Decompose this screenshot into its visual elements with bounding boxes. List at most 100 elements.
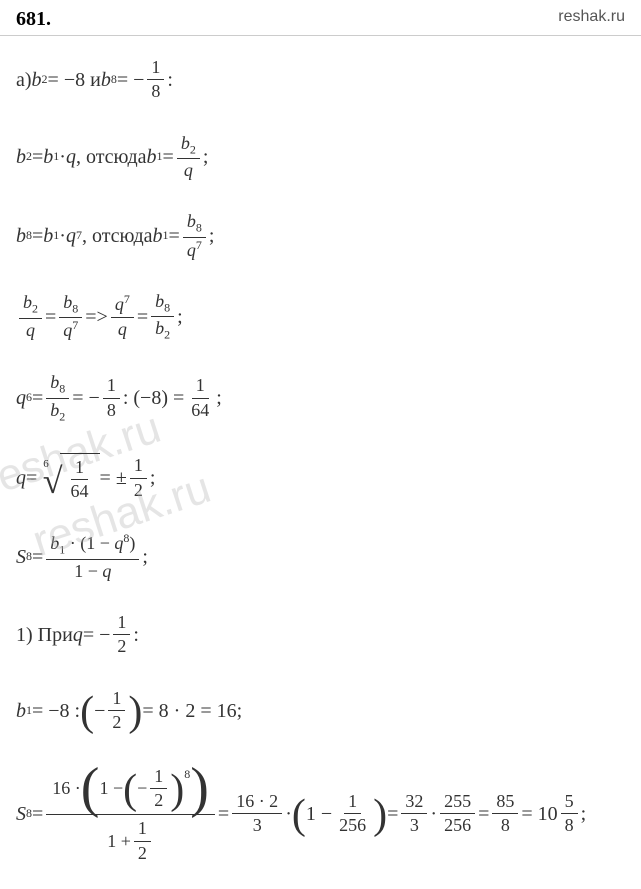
- eq: =: [478, 801, 489, 827]
- var-b: b: [32, 67, 42, 93]
- denominator: 2: [150, 789, 167, 812]
- fraction: 1 2: [108, 687, 125, 735]
- denominator: 3: [249, 814, 266, 837]
- numerator: 1: [344, 790, 361, 814]
- line-s8-calc: S8 = 16 · ( 1 − ( − 1 2 ) 8 ) 1 + 1: [16, 763, 625, 866]
- denominator: 256: [335, 814, 370, 837]
- denominator: 8: [561, 814, 578, 837]
- denominator: 1 + 1 2: [103, 815, 158, 865]
- fraction: 16 · 2 3: [232, 790, 282, 838]
- text: 1 +: [107, 830, 131, 853]
- text: · (1 −: [70, 533, 115, 553]
- numerator: b8: [183, 210, 206, 237]
- dot: ·: [59, 144, 66, 170]
- neg: −: [137, 777, 147, 800]
- content: а) b2 = −8 и b8 = − 1 8 : b2 = b1 · q , …: [0, 36, 641, 889]
- denominator: q7: [183, 238, 206, 262]
- text: = −: [83, 622, 111, 648]
- denominator: 8: [103, 399, 120, 422]
- numerator: q7: [111, 292, 134, 317]
- var-q: q: [66, 223, 76, 249]
- dot: ·: [430, 801, 437, 827]
- text: = −: [117, 67, 145, 93]
- var: b: [50, 400, 59, 420]
- fraction: 1 2: [150, 765, 167, 813]
- eq: =: [32, 544, 43, 570]
- text: ): [129, 533, 135, 553]
- denominator: 256: [440, 814, 475, 837]
- numerator: 85: [492, 790, 518, 814]
- root-body: 1 64: [60, 453, 100, 504]
- sub: 8: [164, 301, 170, 315]
- sup: 7: [72, 318, 78, 332]
- var-b: b: [16, 223, 26, 249]
- denominator: b2: [46, 399, 69, 425]
- numerator: 1: [130, 454, 147, 478]
- line-q-root: q = 6 √ 1 64 = ± 1 2 ;: [16, 453, 625, 504]
- paren: ): [373, 799, 387, 833]
- problem-number: 681.: [16, 8, 51, 31]
- numerator: 1: [134, 817, 151, 841]
- fraction: q7 q: [111, 292, 134, 341]
- numerator: 1: [147, 56, 164, 80]
- sub: 2: [164, 328, 170, 342]
- text: : (−8) =: [123, 385, 184, 411]
- var: b: [155, 318, 164, 338]
- fraction: b2 q: [177, 132, 200, 183]
- var-q: q: [66, 144, 76, 170]
- text: = 10: [521, 801, 557, 827]
- denominator: 1 − q: [70, 560, 115, 583]
- colon: :: [167, 67, 173, 93]
- dot: ·: [285, 801, 292, 827]
- fraction: 16 · ( 1 − ( − 1 2 ) 8 ) 1 + 1 2: [46, 763, 215, 866]
- numerator: 1: [108, 687, 125, 711]
- var-q: q: [16, 465, 26, 491]
- case-label: 1) При: [16, 622, 73, 648]
- text: , отсюда: [82, 223, 153, 249]
- fraction: 1 64: [67, 456, 93, 504]
- text: 1 −: [99, 777, 123, 800]
- fraction: 85 8: [492, 790, 518, 838]
- eq: =: [218, 801, 229, 827]
- dot: ·: [59, 223, 66, 249]
- text: = −8 и: [48, 67, 101, 93]
- semicolon: ;: [177, 304, 183, 330]
- fraction: b2 q: [19, 291, 42, 342]
- numerator: b2: [177, 132, 200, 159]
- numerator: b8: [151, 290, 174, 317]
- semicolon: ;: [209, 223, 215, 249]
- paren: ): [170, 774, 184, 808]
- fraction: 1 2: [113, 611, 130, 659]
- line-b2-formula: b2 = b1 · q , отсюда b1 = b2 q ;: [16, 132, 625, 183]
- paren: (: [123, 774, 137, 808]
- sub: 2: [59, 409, 65, 423]
- sub: 2: [32, 302, 38, 316]
- var: b: [23, 292, 32, 312]
- line-given: а) b2 = −8 и b8 = − 1 8 :: [16, 56, 625, 104]
- colon: :: [133, 622, 139, 648]
- fraction: b8 b2: [46, 371, 69, 424]
- eq: =: [32, 801, 43, 827]
- var-S: S: [16, 801, 26, 827]
- eq: =: [32, 385, 43, 411]
- var-q: q: [16, 385, 26, 411]
- var-b: b: [43, 223, 53, 249]
- fraction: 5 8: [561, 790, 578, 838]
- sub: 1: [59, 543, 65, 557]
- header: 681. reshak.ru: [0, 0, 641, 36]
- var-b: b: [16, 144, 26, 170]
- text: = −: [72, 385, 100, 411]
- line-b1-calc: b1 = −8 : ( − 1 2 ) = 8 · 2 = 16;: [16, 687, 625, 735]
- sub: 2: [190, 142, 196, 156]
- site-link[interactable]: reshak.ru: [558, 8, 625, 26]
- var-b: b: [16, 698, 26, 724]
- denominator: 64: [187, 399, 213, 422]
- numerator: 1: [103, 374, 120, 398]
- denominator: 8: [147, 80, 164, 103]
- line-ratio: b2 q = b8 q7 => q7 q = b8 b2 ;: [16, 290, 625, 343]
- var-b: b: [43, 144, 53, 170]
- line-case1: 1) При q = − 1 2 :: [16, 611, 625, 659]
- denominator: 64: [67, 480, 93, 503]
- denominator: 2: [130, 479, 147, 502]
- neg: −: [94, 698, 105, 724]
